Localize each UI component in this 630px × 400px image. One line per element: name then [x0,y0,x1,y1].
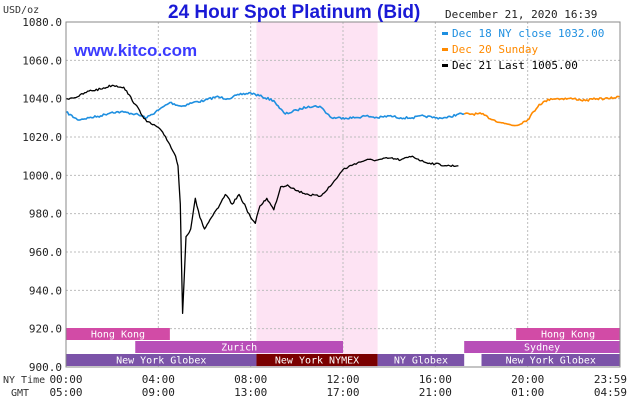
y-tick-label: 1060.0 [22,54,62,67]
x-tick-label-gmt: 09:00 [142,386,175,399]
y-tick-label: 1020.0 [22,131,62,144]
session-bar [135,341,343,353]
y-tick-label: 960.0 [29,246,62,259]
series-line-dec20 [463,95,621,127]
y-axis-label: USD/oz [3,5,39,16]
x-tick-label-gmt: 13:00 [234,386,267,399]
legend-swatch [442,64,448,67]
x-tick-label-gmt: 01:00 [511,386,544,399]
grid [66,21,620,368]
x-tick-label-gmt: 04:59 [594,386,627,399]
session-bar [516,328,620,340]
legend-swatch [442,48,448,51]
x-tick-label-ny: 16:00 [419,373,452,386]
x-axis-row-label-gmt: GMT [11,388,29,399]
plot-border [65,21,621,368]
y-tick-label: 1080.0 [22,16,62,29]
series-lines [65,84,621,314]
y-tick-label: 1040.0 [22,93,62,106]
y-tick-labels: 1080.0 1060.0 1040.0 1020.0 1000.0 980.0 960.0… [22,16,62,374]
session-label: New York Globex [506,356,596,367]
session-label: New York Globex [116,356,206,367]
legend: Dec 18 NY close 1032.00 Dec 20 Sunday Dec … [442,27,604,72]
y-tick-label: 900.0 [29,361,62,374]
x-axis-row-label-ny: NY Time [3,375,45,386]
x-tick-label-ny: 12:00 [326,373,359,386]
session-label: Hong Kong [91,330,145,341]
timestamp: December 21, 2020 16:39 [445,8,597,21]
legend-entry: Dec 18 NY close 1032.00 [452,27,604,40]
y-tick-label: 1000.0 [22,169,62,182]
session-label: NY Globex [394,356,448,367]
session-bar [66,328,170,340]
session-label: New York NYMEX [275,356,359,367]
legend-entry: Dec 21 Last 1005.00 [452,59,578,72]
session-bar [481,354,620,366]
legend-entry: Dec 20 Sunday [452,43,538,56]
session-label: Sydney [524,343,560,354]
y-tick-label: 940.0 [29,284,62,297]
x-tick-label-gmt: 21:00 [419,386,452,399]
x-tick-label-ny: 23:59 [594,373,627,386]
x-tick-label-ny: 04:00 [142,373,175,386]
session-bar [66,354,257,366]
y-tick-label: 920.0 [29,323,62,336]
x-tick-label-gmt: 05:00 [49,386,82,399]
x-tick-label-ny: 20:00 [511,373,544,386]
session-bar [377,354,465,366]
legend-swatch [442,32,448,35]
session-label: Hong Kong [541,330,595,341]
session-bar [464,341,620,353]
x-tick-label-ny: 08:00 [234,373,267,386]
session-bar [256,354,378,366]
chart-title: 24 Hour Spot Platinum (Bid) [168,2,420,23]
series-line-dec18 [65,91,465,121]
y-tick-label: 980.0 [29,208,62,221]
session-bars: Hong Kong Zurich New York Globex New York N… [66,328,620,367]
x-tick-label-ny: 00:00 [49,373,82,386]
series-line-dec21 [65,84,459,314]
x-tick-label-gmt: 17:00 [326,386,359,399]
session-label: Zurich [221,343,257,354]
watermark: www.kitco.com [73,41,197,60]
